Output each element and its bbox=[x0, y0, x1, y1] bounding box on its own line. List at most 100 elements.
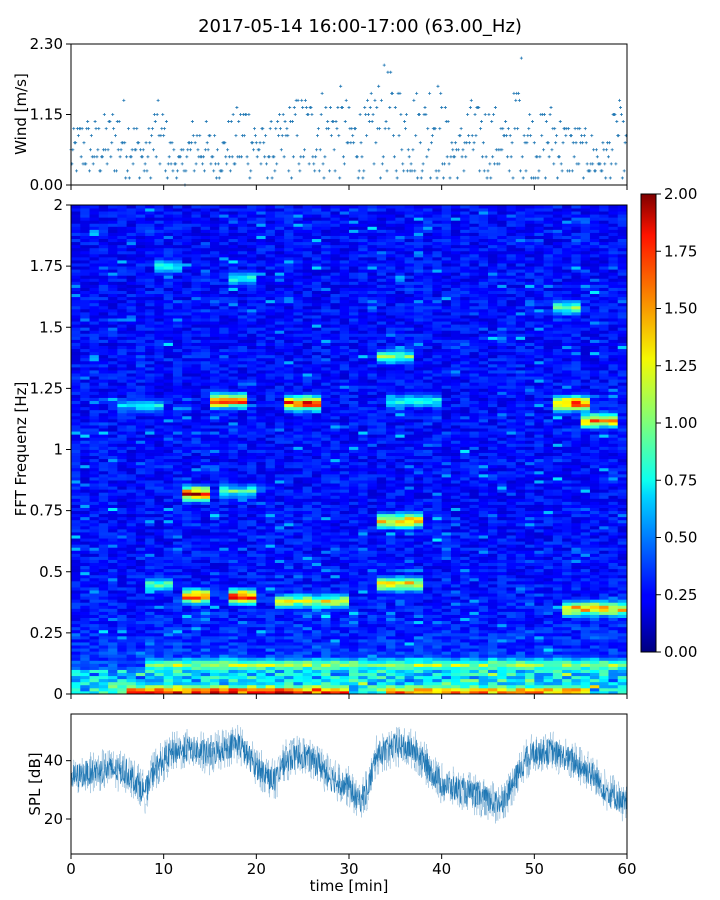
spectrogram-cell bbox=[126, 635, 137, 640]
spectrogram-cell bbox=[191, 483, 202, 487]
spectrogram-cell bbox=[182, 489, 192, 493]
spectrogram-cell bbox=[126, 638, 137, 643]
spectrogram-cell bbox=[293, 571, 304, 576]
spectrogram-cell bbox=[367, 473, 378, 478]
spectrogram-cell bbox=[311, 638, 322, 643]
spectrogram-cell bbox=[182, 669, 192, 674]
spectrogram-cell bbox=[321, 480, 331, 484]
spectrogram-cell bbox=[330, 580, 341, 585]
spectrogram-cell bbox=[386, 580, 396, 585]
spectrogram-cell bbox=[488, 556, 498, 560]
spectrogram-cell bbox=[478, 565, 489, 570]
spectrogram-cell bbox=[219, 614, 229, 618]
spectrogram-cell bbox=[562, 614, 572, 618]
spectrogram-cell bbox=[552, 544, 563, 548]
spectrogram-cell bbox=[552, 605, 563, 609]
spectrogram-cell bbox=[580, 590, 591, 594]
spectrogram-cell bbox=[247, 623, 257, 628]
spectrogram-cell bbox=[163, 599, 174, 603]
spectrogram-cell bbox=[256, 642, 266, 646]
wind-point bbox=[245, 155, 249, 159]
spectrogram-cell bbox=[135, 507, 146, 512]
wind-point bbox=[398, 91, 402, 95]
spectrogram-cell bbox=[135, 617, 146, 622]
spectrogram-cell bbox=[135, 635, 146, 640]
spectrogram-cell bbox=[339, 590, 350, 594]
wind-point bbox=[554, 141, 558, 145]
spectrogram-cell bbox=[432, 556, 443, 560]
spectrogram-cell bbox=[534, 574, 544, 579]
spectrogram-cell bbox=[191, 645, 202, 649]
spectrogram-cell bbox=[552, 489, 563, 493]
spectrogram-cell bbox=[172, 608, 183, 612]
spectrogram-cell bbox=[497, 501, 507, 505]
spectrogram-cell bbox=[571, 690, 582, 695]
spectrogram-cell bbox=[469, 587, 480, 591]
spectrogram-cell bbox=[562, 480, 572, 484]
spectrogram-cell bbox=[256, 614, 266, 618]
spectrogram-cell bbox=[210, 645, 220, 649]
wind-point bbox=[153, 120, 157, 124]
spectrogram-cell bbox=[311, 501, 322, 505]
spectrogram-cell bbox=[460, 587, 470, 591]
spectrogram-cell bbox=[469, 626, 480, 631]
spectrogram-cell bbox=[515, 519, 526, 524]
spectrogram-cell bbox=[525, 642, 535, 646]
spectrogram-cell bbox=[423, 547, 433, 551]
spectrogram-cell bbox=[71, 541, 81, 545]
spectrogram-cell bbox=[478, 525, 489, 530]
spectrogram-cell bbox=[182, 577, 192, 582]
spectrogram-cell bbox=[126, 510, 137, 515]
wind-point bbox=[303, 148, 307, 152]
spectrogram-cell bbox=[349, 477, 359, 481]
spectrogram-cell bbox=[98, 596, 109, 600]
spectrogram-cell bbox=[321, 669, 331, 674]
spectrogram-cell bbox=[80, 666, 90, 670]
spectrogram-cell bbox=[552, 513, 563, 518]
spectrogram-cell bbox=[543, 525, 554, 530]
spectrogram-cell bbox=[506, 583, 517, 588]
spectrogram-cell bbox=[450, 681, 461, 686]
spectrogram-cell bbox=[191, 635, 202, 640]
spectrogram-cell bbox=[321, 550, 331, 554]
spectrogram-cell bbox=[154, 538, 165, 542]
spectrogram-cell bbox=[135, 525, 146, 530]
spectrogram-cell bbox=[543, 580, 554, 585]
spectrogram-cell bbox=[80, 477, 90, 481]
wind-point bbox=[518, 169, 522, 173]
spectrogram-cell bbox=[154, 602, 165, 606]
spectrogram-cell bbox=[145, 507, 155, 512]
spectrogram-cell bbox=[293, 657, 304, 661]
spectrogram-cell bbox=[497, 687, 507, 692]
spectrogram-cell bbox=[552, 501, 563, 505]
spectrogram-cell bbox=[339, 480, 350, 484]
spectrogram-cell bbox=[404, 657, 415, 661]
spectrogram-cell bbox=[469, 620, 480, 625]
spectrogram-cell bbox=[395, 562, 405, 567]
spectrogram-cell bbox=[534, 550, 544, 554]
spectrogram-cell bbox=[145, 687, 155, 692]
wind-point bbox=[242, 134, 246, 138]
spectrogram-cell bbox=[432, 577, 443, 582]
spectrogram-cell bbox=[71, 577, 81, 582]
spectrogram-cell bbox=[395, 538, 405, 542]
spectrogram-cell bbox=[284, 666, 294, 670]
spectrogram-cell bbox=[126, 684, 137, 689]
spectrogram-cell bbox=[145, 470, 155, 475]
spectrogram-cell bbox=[580, 519, 591, 524]
spectrogram-cell bbox=[608, 477, 619, 481]
wind-point bbox=[536, 176, 540, 180]
spectrogram-cell bbox=[580, 547, 591, 551]
spectrogram-cell bbox=[339, 470, 350, 475]
spectrogram-cell bbox=[293, 675, 304, 680]
spectrogram-cell bbox=[571, 473, 582, 478]
spectrogram-cell bbox=[247, 660, 257, 664]
spectrogram-cell bbox=[274, 495, 285, 499]
spectrogram-cell bbox=[497, 645, 507, 649]
spectrogram-cell bbox=[423, 687, 433, 692]
spectrogram-cell bbox=[200, 648, 211, 652]
spectrogram-cell bbox=[98, 565, 109, 570]
spectrogram-cell bbox=[497, 638, 507, 643]
spectrogram-cell bbox=[191, 498, 202, 502]
wind-point bbox=[295, 134, 299, 138]
